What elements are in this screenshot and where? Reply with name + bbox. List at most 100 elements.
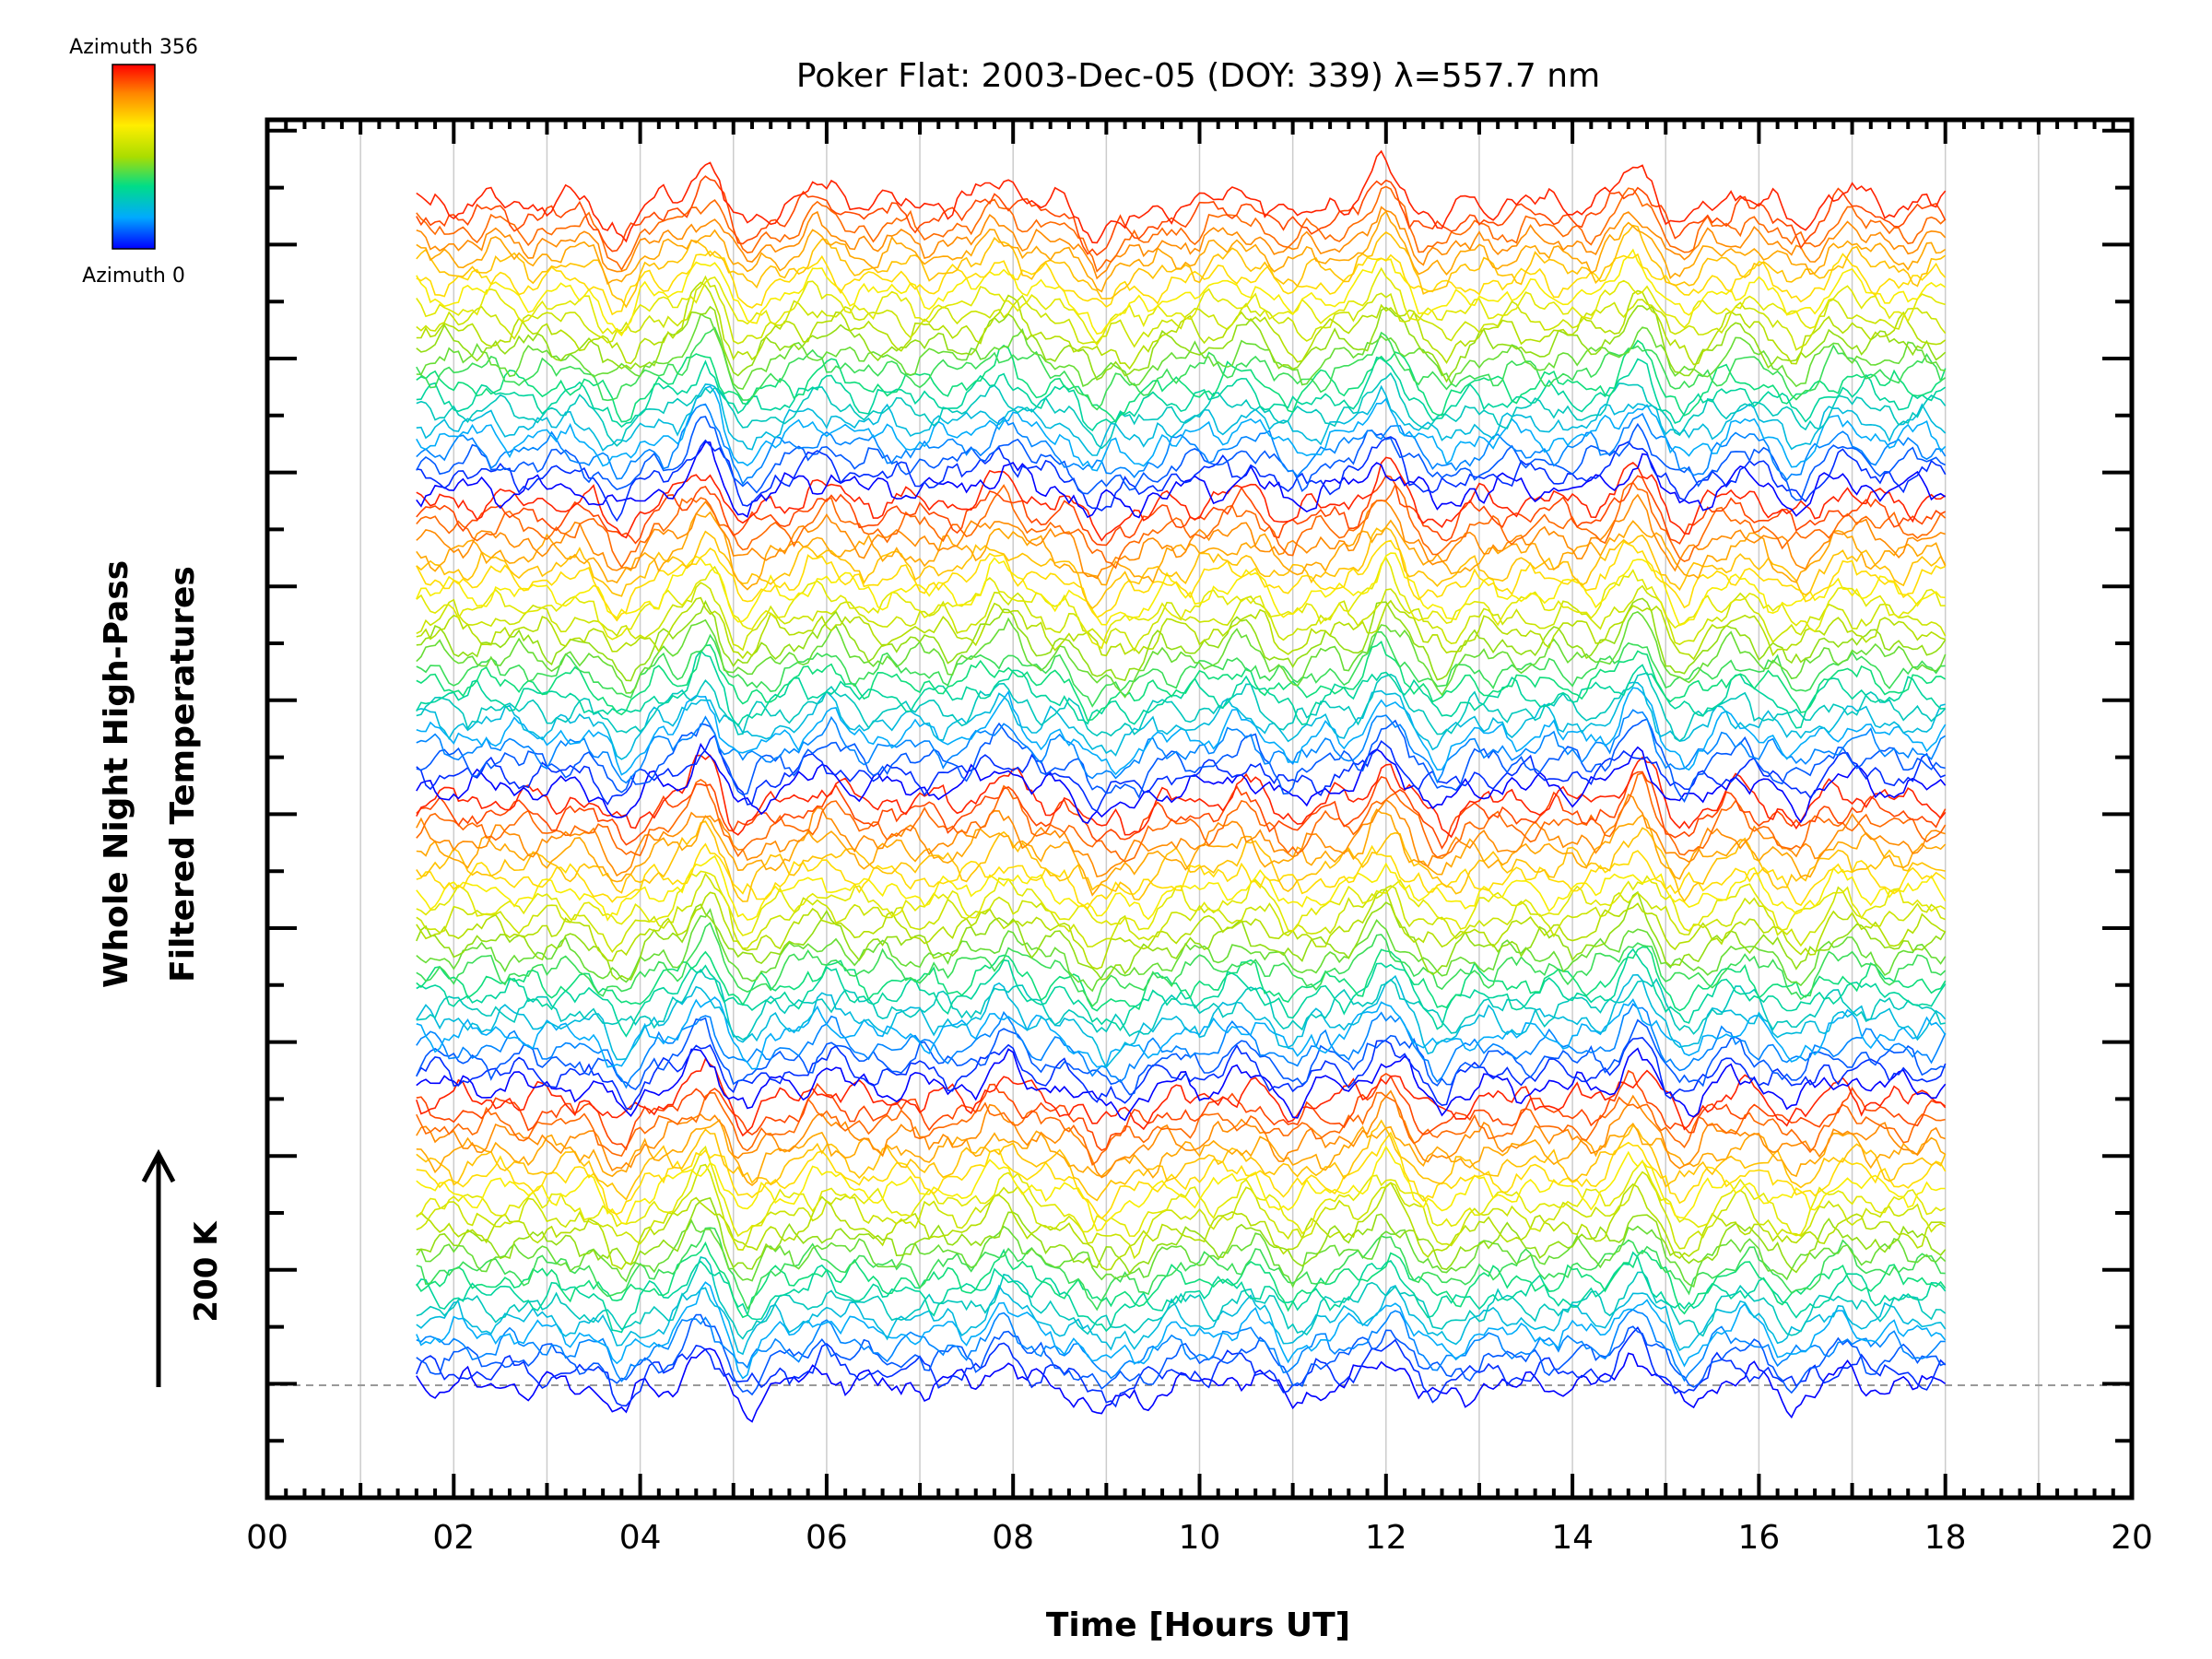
series-line [416, 1131, 1947, 1220]
series-line [416, 385, 1947, 472]
axis-ticks [265, 120, 2134, 1500]
series-line [416, 890, 1947, 981]
series-line [416, 206, 1947, 280]
series-line [416, 441, 1947, 519]
series-line [416, 854, 1947, 922]
series-line [416, 888, 1947, 971]
series-line [416, 1251, 1947, 1334]
series-line [416, 771, 1947, 863]
series-line [416, 481, 1947, 570]
series-line [416, 995, 1947, 1070]
x-tick-label: 06 [806, 1519, 848, 1557]
series-line [416, 742, 1947, 825]
x-tick-label: 02 [432, 1519, 475, 1557]
series-line [416, 275, 1947, 351]
colorbar-gradient [112, 64, 156, 250]
series-line [416, 1218, 1947, 1288]
series-line [416, 403, 1947, 486]
series-line [416, 250, 1947, 316]
series-line [416, 793, 1946, 878]
series-line [416, 1163, 1947, 1260]
series-line [416, 326, 1947, 411]
series-line [416, 1284, 1947, 1356]
series-line [416, 312, 1946, 391]
series-line [416, 610, 1947, 699]
series-line [416, 416, 1947, 501]
series-line [416, 1089, 1946, 1179]
series-line [416, 820, 1946, 902]
series-line [416, 1017, 1946, 1096]
colorbar-top-label: Azimuth 356 [69, 36, 198, 59]
series-line [416, 734, 1947, 813]
series-line [416, 596, 1946, 661]
x-tick-label: 10 [1179, 1519, 1221, 1557]
series-line [416, 1119, 1947, 1187]
series-line [416, 383, 1947, 456]
x-axis-label: Time [Hours UT] [1046, 1606, 1350, 1644]
series-line [416, 526, 1947, 610]
x-tick-label: 04 [619, 1519, 662, 1557]
x-tick-label: 12 [1365, 1519, 1407, 1557]
series-line [416, 185, 1947, 273]
series-line [416, 1347, 1947, 1423]
x-tick-label: 16 [1737, 1519, 1780, 1557]
x-tick-label: 20 [2111, 1519, 2153, 1557]
series-line [416, 1091, 1946, 1167]
series-line [416, 175, 1947, 256]
series-line [416, 1241, 1947, 1319]
series-line [416, 1281, 1947, 1380]
series-line [416, 1227, 1946, 1312]
series-line [416, 456, 1947, 542]
series-line [416, 709, 1947, 784]
series-line [416, 475, 1947, 547]
series-line [416, 1145, 1947, 1238]
colorbar-bottom-label: Azimuth 0 [82, 265, 185, 288]
series-line [416, 842, 1947, 910]
series-line [416, 1256, 1947, 1340]
series-line [416, 718, 1946, 803]
series-line [416, 908, 1947, 993]
series-line [416, 436, 1947, 523]
series-line [416, 552, 1946, 627]
series-line [416, 266, 1946, 347]
series-line [416, 1313, 1947, 1396]
series-line [416, 922, 1947, 1007]
y-axis-label-line1: Whole Night High-Pass [98, 560, 135, 988]
series-line [416, 947, 1947, 1038]
x-tick-labels: 00 02 04 06 08 10 12 14 16 18 20 [246, 1519, 2153, 1557]
x-tick-label: 18 [1924, 1519, 1967, 1557]
scale-bar-arrowhead [141, 1148, 176, 1183]
series-group [416, 149, 1947, 1423]
series-line [416, 556, 1946, 650]
series-line [416, 973, 1947, 1069]
chart-title: Poker Flat: 2003-Dec-05 (DOY: 339) λ=557… [796, 57, 1600, 95]
series-line [416, 1047, 1947, 1122]
series-line [416, 1119, 1947, 1202]
series-line [416, 649, 1946, 729]
series-line [416, 356, 1947, 432]
series-line [416, 149, 1947, 244]
series-line [416, 339, 1947, 424]
series-line [416, 511, 1947, 591]
series-line [416, 1057, 1947, 1137]
series-line [416, 1069, 1947, 1152]
series-line [416, 681, 1946, 760]
colorbar: Azimuth 356 Azimuth 0 [69, 36, 198, 288]
series-line [416, 281, 1947, 371]
series-line [416, 1325, 1947, 1408]
series-line [416, 597, 1947, 682]
series-line [416, 1003, 1947, 1089]
series-line [416, 1196, 1947, 1275]
series-line [416, 210, 1947, 293]
series-line [416, 630, 1946, 708]
series-line [416, 771, 1947, 850]
x-tick-label: 08 [992, 1519, 1034, 1557]
series-line [416, 1145, 1946, 1232]
series-line [416, 224, 1947, 309]
scale-bar-label: 200 K [188, 1220, 225, 1323]
y-axis-label-line2: Filtered Temperatures [164, 566, 202, 982]
series-line [416, 1181, 1946, 1271]
series-line [416, 493, 1946, 580]
series-line [416, 305, 1947, 383]
